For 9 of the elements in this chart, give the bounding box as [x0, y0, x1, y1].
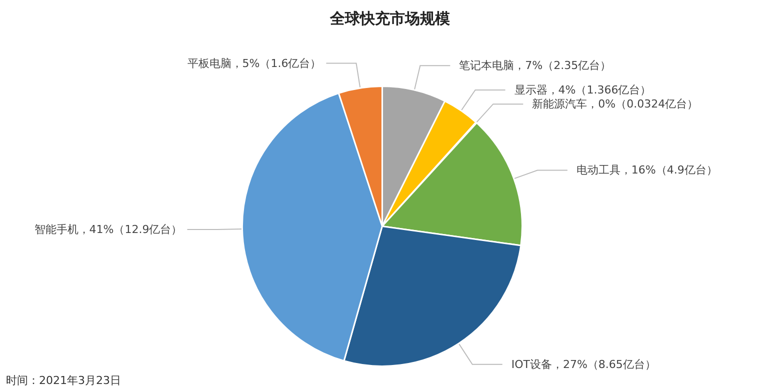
slice-label: 笔记本电脑，7%（2.35亿台）	[459, 59, 612, 72]
slice-label: 智能手机，41%（12.9亿台）	[34, 222, 182, 236]
slice-label: IOT设备，27%（8.65亿台）	[511, 358, 656, 371]
text: 时间：2021年3月23日	[6, 374, 121, 387]
chart-title: 全球快充市场规模	[329, 10, 451, 28]
slice-label: 平板电脑，5%（1.6亿台）	[187, 56, 322, 70]
slice-label: 电动工具，16%（4.9亿台）	[576, 164, 718, 177]
slice-label: 显示器，4%（1.366亿台）	[514, 83, 652, 96]
slice-label: 新能源汽车，0%（0.0324亿台）	[532, 98, 698, 111]
